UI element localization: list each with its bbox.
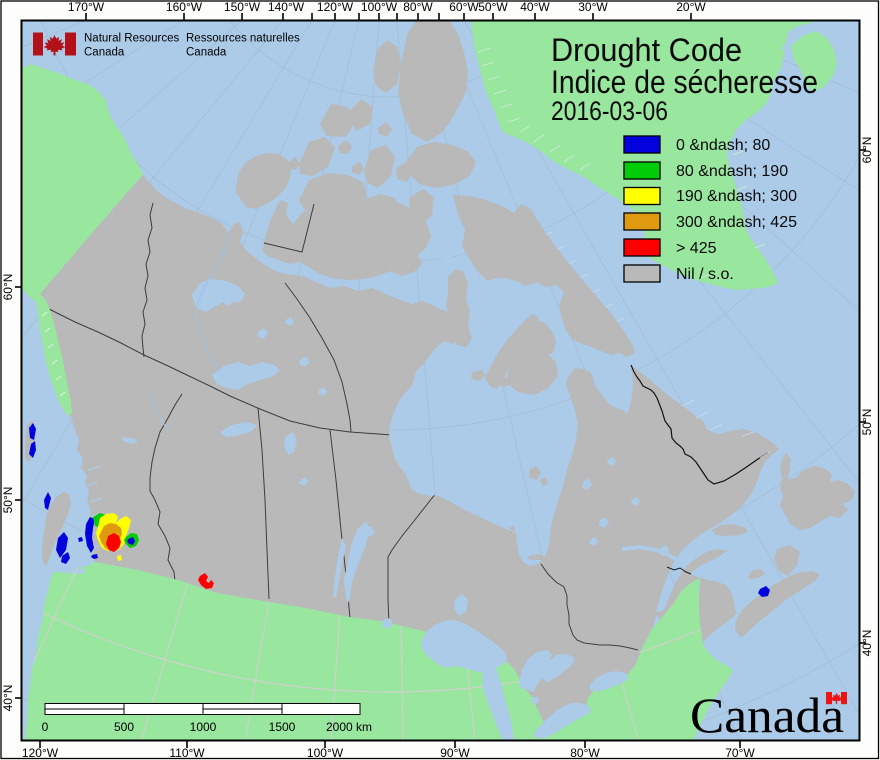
svg-text:50°N: 50°N — [1, 487, 15, 514]
svg-text:190 &ndash; 300: 190 &ndash; 300 — [676, 188, 797, 205]
svg-text:60°W: 60°W — [449, 0, 479, 14]
svg-text:110°W: 110°W — [169, 746, 205, 760]
svg-text:50°W: 50°W — [478, 0, 508, 14]
svg-text:80 &ndash; 190: 80 &ndash; 190 — [676, 163, 788, 180]
svg-text:Natural Resources: Natural Resources — [84, 33, 179, 45]
svg-text:Canada: Canada — [84, 47, 125, 59]
svg-text:80°W: 80°W — [570, 746, 600, 760]
svg-text:100°W: 100°W — [307, 746, 344, 760]
svg-text:Ressources naturelles: Ressources naturelles — [186, 33, 300, 45]
svg-text:40°N: 40°N — [1, 685, 15, 712]
svg-text:140°W: 140°W — [268, 0, 305, 14]
svg-text:20°W: 20°W — [676, 0, 706, 14]
svg-text:1500: 1500 — [269, 720, 296, 734]
svg-text:Drought Code: Drought Code — [551, 32, 742, 68]
svg-text:50°N: 50°N — [860, 409, 874, 436]
svg-text:2016-03-06: 2016-03-06 — [551, 96, 668, 126]
svg-text:Canada: Canada — [186, 47, 227, 59]
svg-text:500: 500 — [114, 720, 134, 734]
svg-text:30°W: 30°W — [578, 0, 608, 14]
svg-text:170°W: 170°W — [68, 0, 105, 14]
svg-text:160°W: 160°W — [166, 0, 203, 14]
svg-text:300 &ndash; 425: 300 &ndash; 425 — [676, 214, 797, 231]
svg-text:60°N: 60°N — [860, 137, 874, 164]
svg-text:2000 km: 2000 km — [326, 720, 372, 734]
svg-text:1000: 1000 — [190, 720, 217, 734]
svg-text:70°W: 70°W — [725, 746, 755, 760]
svg-text:Canada: Canada — [690, 687, 844, 743]
svg-text:120°W: 120°W — [22, 746, 59, 760]
svg-text:> 425: > 425 — [676, 240, 717, 257]
svg-text:80°W: 80°W — [403, 0, 433, 14]
svg-text:40°W: 40°W — [520, 0, 550, 14]
svg-text:120°W: 120°W — [317, 0, 354, 14]
svg-text:0: 0 — [42, 720, 49, 734]
svg-text:0 &ndash; 80: 0 &ndash; 80 — [676, 137, 770, 154]
svg-text:40°N: 40°N — [860, 630, 874, 657]
svg-text:60°N: 60°N — [1, 274, 15, 301]
svg-text:100°W: 100°W — [361, 0, 398, 14]
svg-text:Nil / s.o.: Nil / s.o. — [676, 266, 734, 283]
svg-text:Indice de sécheresse: Indice de sécheresse — [551, 64, 818, 100]
svg-text:150°W: 150°W — [224, 0, 261, 14]
svg-text:90°W: 90°W — [440, 746, 470, 760]
